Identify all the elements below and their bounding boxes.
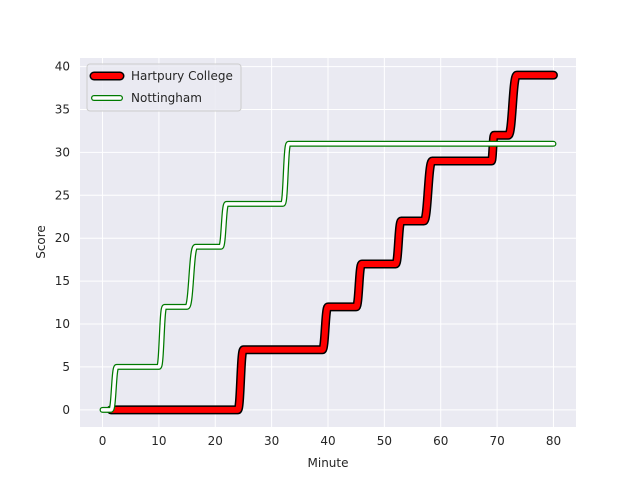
y-axis-label: Score xyxy=(34,225,48,259)
legend: Hartpury College Nottingham xyxy=(86,63,242,112)
x-axis-label: Minute xyxy=(308,456,349,470)
y-tick-label: 10 xyxy=(55,317,70,331)
y-tick-label: 15 xyxy=(55,274,70,288)
x-tick-label: 80 xyxy=(546,434,561,448)
series-0-fill xyxy=(108,72,557,413)
legend-label-0: Hartpury College xyxy=(131,69,233,83)
x-tick-label: 20 xyxy=(208,434,223,448)
y-tick-label: 30 xyxy=(55,145,70,159)
y-tick-label: 40 xyxy=(55,60,70,74)
legend-box xyxy=(86,63,242,112)
y-tick-label: 20 xyxy=(55,231,70,245)
x-tick-label: 30 xyxy=(264,434,279,448)
x-tick-label: 60 xyxy=(433,434,448,448)
series-0-line xyxy=(106,70,558,415)
legend-label-1: Nottingham xyxy=(131,91,202,105)
x-tick-label: 50 xyxy=(377,434,392,448)
series-1-line xyxy=(99,140,557,413)
grid xyxy=(80,58,576,427)
x-tick-label: 70 xyxy=(489,434,504,448)
y-tick-label: 35 xyxy=(55,102,70,116)
y-tick-label: 25 xyxy=(55,188,70,202)
y-tick-label: 5 xyxy=(62,360,70,374)
x-tick-label: 0 xyxy=(99,434,107,448)
x-ticks: 0 10 20 30 40 50 60 70 80 xyxy=(99,434,561,448)
series-layer xyxy=(99,70,558,415)
series-1-fill xyxy=(100,142,556,412)
x-tick-label: 40 xyxy=(320,434,335,448)
x-tick-label: 10 xyxy=(151,434,166,448)
y-tick-label: 0 xyxy=(62,403,70,417)
y-ticks: 0 5 10 15 20 25 30 35 40 xyxy=(55,60,70,417)
